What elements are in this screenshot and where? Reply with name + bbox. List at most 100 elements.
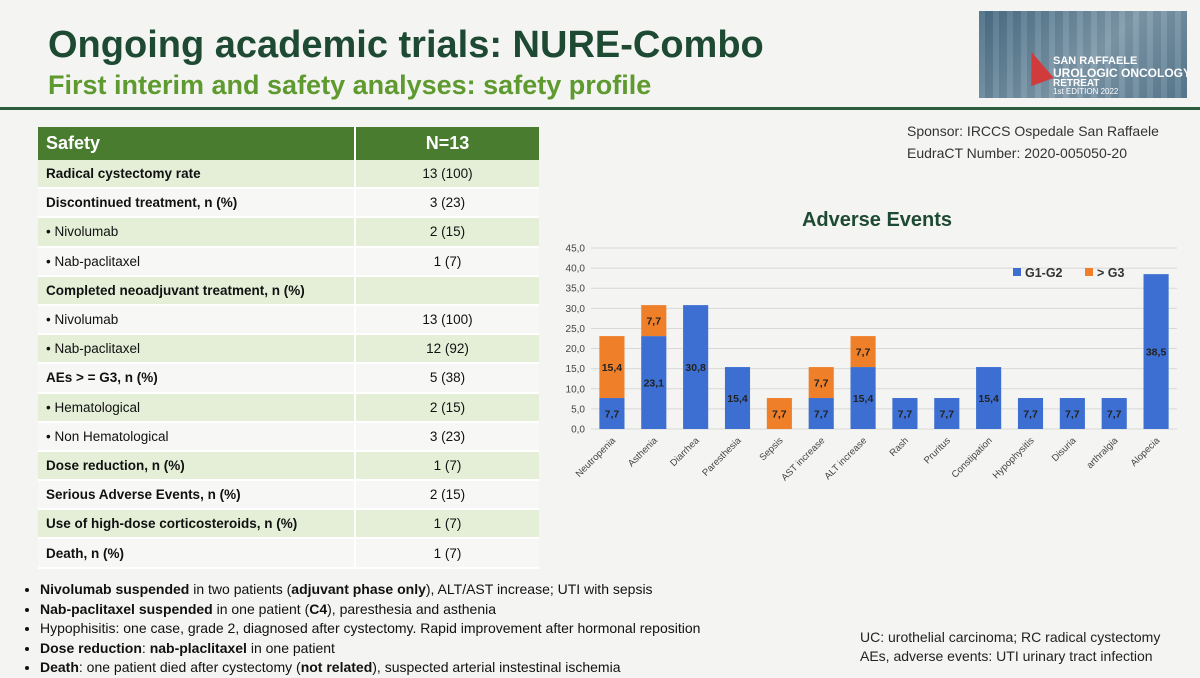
y-tick-label: 45,0: [566, 244, 586, 255]
bar-g1-g2: [724, 367, 751, 429]
row-value: 12 (92): [354, 334, 539, 365]
data-label: 7,7: [856, 347, 871, 359]
note-item: Nab-paclitaxel suspended in one patient …: [40, 600, 700, 620]
chart-title: Adverse Events: [802, 209, 952, 231]
table-row: Death, n (%) 1 (7): [38, 538, 539, 569]
row-value: 3 (23): [354, 421, 539, 452]
note-text: ), suspected arterial instestinal ischem…: [372, 659, 621, 675]
row-value: 2 (15): [354, 480, 539, 511]
data-label: 7,7: [1107, 409, 1122, 421]
note-item: Nivolumab suspended in two patients (adj…: [40, 580, 700, 600]
bar-g3: [641, 305, 667, 337]
x-tick-label: arthralgia: [1085, 435, 1121, 471]
sponsor-info: Sponsor: IRCCS Ospedale San Raffaele Eud…: [907, 120, 1159, 164]
note-text: in one patient (: [212, 600, 310, 617]
note-text: ), ALT/AST increase; UTI with sepsis: [425, 581, 653, 597]
safety-table: Safety N=13 Radical cystectomy rate 13 (1…: [38, 127, 539, 569]
y-tick-label: 30,0: [566, 304, 586, 315]
note-text: adjuvant phase only: [291, 581, 426, 597]
safety-table-body: Radical cystectomy rate 13 (100) Discontin…: [38, 160, 539, 569]
row-value: 13 (100): [354, 160, 539, 190]
note-text: not related: [300, 659, 373, 675]
y-tick-label: 10,0: [566, 384, 586, 395]
y-tick-label: 15,0: [566, 364, 586, 375]
bar-g1-g2: [892, 398, 918, 429]
note-text: Dose reduction: [40, 639, 142, 656]
row-value: 1 (7): [354, 509, 539, 540]
x-tick-label: Rash: [888, 435, 911, 458]
logo-background: [979, 11, 1187, 98]
note-text: Hypophisitis: one case, grade 2, diagnos…: [40, 620, 701, 636]
header-n: N=13: [354, 127, 539, 160]
chart-svg: Adverse Events 0,0 5,0 10,0 15,0 20,0 25,0 30,0…: [566, 209, 1177, 483]
row-value: 2 (15): [354, 392, 539, 423]
row-label: Use of high-dose corticosteroids, n (%): [38, 509, 355, 540]
row-value: 1 (7): [354, 246, 539, 277]
bar-g1-g2: [1017, 398, 1044, 429]
bar-g3: [808, 367, 834, 399]
data-label: 38,5: [1146, 347, 1167, 359]
footnote-line-2: AEs, adverse events: UTI urinary tract i…: [860, 648, 1153, 664]
y-tick-label: 0,0: [571, 425, 585, 436]
table-row: Completed neoadjuvant treatment, n (%): [38, 275, 539, 306]
table-header-row: Safety N=13: [38, 127, 539, 160]
row-label: Death, n (%): [38, 538, 355, 569]
row-label: Dose reduction, n (%): [38, 450, 355, 482]
note-text: nab-placlitaxel: [149, 639, 247, 656]
x-tick-label: Pruritus: [922, 435, 953, 466]
note-text: C4: [309, 600, 328, 617]
x-tick-label: Constipation: [950, 435, 995, 480]
y-tick-label: 5,0: [571, 404, 585, 415]
data-label: 7,7: [898, 409, 913, 421]
title-divider: [0, 107, 1200, 110]
x-tick-label: AST increase: [779, 435, 827, 483]
legend-swatch: [1085, 268, 1093, 276]
data-label: 7,7: [605, 409, 620, 421]
retreat-logo: SAN RAFFAELE UROLOGIC ONCOLOGY RETREAT 1…: [979, 11, 1187, 98]
row-value: 5 (38): [354, 363, 539, 394]
x-tick-label: Neutropenia: [574, 435, 619, 480]
bar-g1-g2: [1059, 398, 1085, 429]
sponsor-line: Sponsor: IRCCS Ospedale San Raffaele: [907, 123, 1159, 139]
bar-g1-g2: [683, 305, 709, 429]
note-item: Death: one patient died after cystectomy…: [40, 658, 700, 678]
y-tick-label: 25,0: [566, 324, 586, 335]
bar-g1-g2: [976, 367, 1002, 429]
x-tick-label: Hypophysitis: [991, 435, 1037, 481]
row-value: 13 (100): [354, 304, 539, 336]
bar-g1-g2: [934, 398, 960, 429]
table-row: • Hematological 2 (15): [38, 392, 539, 423]
data-label: 7,7: [772, 409, 787, 421]
notes-list: Nivolumab suspended in two patients (adj…: [22, 580, 700, 678]
footnote-line-1: UC: urothelial carcinoma; RC radical cys…: [860, 629, 1161, 645]
x-tick-label: Disuria: [1050, 435, 1079, 464]
bar-g3: [766, 398, 792, 429]
bar-g1-g2: [808, 398, 834, 429]
x-tick-label: Sepsis: [758, 435, 786, 463]
y-tick-label: 20,0: [566, 344, 586, 355]
logo-line-3: RETREAT: [1053, 78, 1100, 89]
note-text: in two patients (: [189, 581, 292, 597]
row-value: 1 (7): [354, 538, 539, 569]
note-text: Nivolumab suspended: [40, 581, 190, 597]
bar-g1-g2: [641, 336, 667, 429]
row-label: AEs > = G3, n (%): [38, 363, 355, 394]
table-row: • Non Hematological 3 (23): [38, 421, 539, 452]
row-value: 2 (15): [354, 217, 539, 248]
x-tick-label: Alopecia: [1129, 435, 1163, 469]
data-label: 7,7: [1023, 409, 1038, 421]
row-label: • Nivolumab: [38, 304, 355, 336]
note-text: ), paresthesia and asthenia: [327, 600, 497, 617]
legend-label: G1-G2: [1025, 266, 1063, 280]
note-text: : one patient died after cystectomy (: [78, 659, 301, 675]
legend-label: > G3: [1097, 266, 1124, 280]
row-label: • Nivolumab: [38, 217, 355, 248]
table-row: AEs > = G3, n (%) 5 (38): [38, 363, 539, 394]
bar-g1-g2: [1101, 398, 1127, 429]
data-label: 7,7: [814, 409, 829, 421]
note-item: Hypophisitis: one case, grade 2, diagnos…: [40, 619, 700, 639]
table-row: Serious Adverse Events, n (%) 2 (15): [38, 480, 539, 511]
bar-g3: [850, 336, 876, 368]
page-subtitle: First interim and safety analyses: safet…: [48, 70, 652, 100]
row-value: [354, 275, 539, 306]
